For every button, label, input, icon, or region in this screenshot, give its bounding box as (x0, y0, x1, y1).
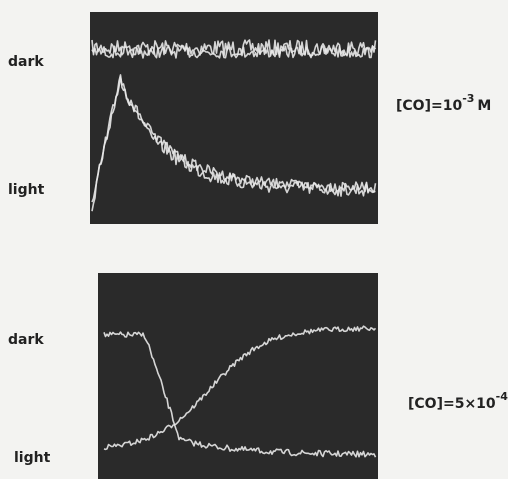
condition-unit: M (477, 98, 491, 114)
label-light: light (14, 450, 51, 466)
oscilloscope-panel (98, 273, 378, 479)
label-dark: dark (8, 332, 44, 348)
label-light: light (8, 182, 45, 198)
oscilloscope-panel (90, 12, 378, 224)
condition-label: [CO]=5×10-4M (408, 390, 508, 412)
condition-exponent: -4 (496, 390, 508, 403)
figure: dark light [CO]=10-3M dark light [CO]=5×… (0, 0, 508, 479)
condition-exponent: -3 (462, 92, 474, 105)
condition-base: [CO]=10 (396, 98, 462, 114)
condition-base: [CO]=5×10 (408, 396, 496, 412)
label-dark: dark (8, 54, 44, 70)
